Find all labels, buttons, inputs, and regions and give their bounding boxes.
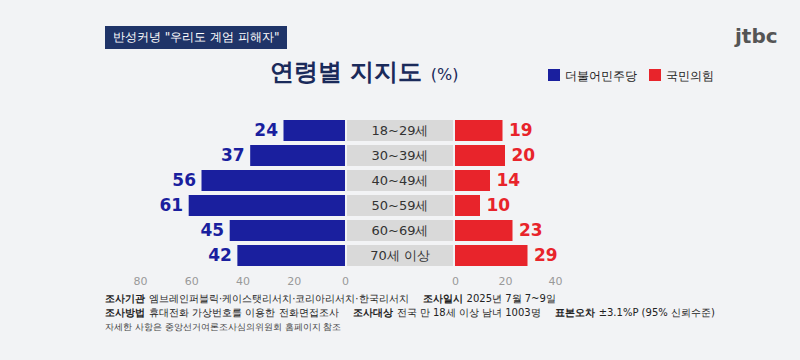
svg-text:42: 42 <box>208 245 232 265</box>
html-text:조사대상 전국 만 18세 이상 남녀 1003명: 조사대상 전국 만 18세 이상 남녀 1003명 <box>352 307 541 318</box>
svg-text:24: 24 <box>254 120 278 140</box>
svg-text:37: 37 <box>221 145 245 165</box>
svg-text:10: 10 <box>487 195 511 215</box>
html-text:18~29세: 18~29세 <box>371 122 429 138</box>
svg-text:20: 20 <box>287 275 301 288</box>
html-text:조사방법: 조사방법 <box>105 307 145 318</box>
html-text:표본오차 ±3.1%P (95% 신뢰수준): 표본오차 ±3.1%P (95% 신뢰수준) <box>554 307 715 318</box>
html-text:조사일시 2025년 7월 7~9일: 조사일시 2025년 7월 7~9일 <box>422 293 556 304</box>
svg-text:0: 0 <box>342 275 349 288</box>
html-text:휴대전화 가상번호를 이용한 전화면접조사: 휴대전화 가상번호를 이용한 전화면접조사 <box>149 307 339 318</box>
svg-text:45: 45 <box>201 220 225 240</box>
svg-text:20: 20 <box>499 275 513 288</box>
html-text:70세 이상: 70세 이상 <box>370 247 430 263</box>
html-text:조사기관: 조사기관 <box>105 293 145 304</box>
svg-text:0: 0 <box>452 275 459 288</box>
html-text:더불어민주당: 더불어민주당 <box>565 69 637 83</box>
svg-text:80: 80 <box>134 275 148 288</box>
html-text:연령별 지지도(%): 연령별 지지도(%) <box>270 58 459 86</box>
svg-text:61: 61 <box>160 195 184 215</box>
svg-text:29: 29 <box>534 245 558 265</box>
svg-text:23: 23 <box>519 220 543 240</box>
html-text:반성커녕 "우리도 계엄 피해자": 반성커녕 "우리도 계엄 피해자" <box>113 30 280 44</box>
html-text:엠브레인퍼블릭·케이스탯리서치·코리아리서치·한국리서치: 엠브레인퍼블릭·케이스탯리서치·코리아리서치·한국리서치 <box>149 293 409 304</box>
html-text:50~59세: 50~59세 <box>371 197 429 213</box>
html-text:60~69세: 60~69세 <box>371 222 429 238</box>
html-text:국민의힘: 국민의힘 <box>666 69 714 83</box>
html-text:자세한 사항은 중앙선거여론조사심의위원회 홈페이지 참조: 자세한 사항은 중앙선거여론조사심의위원회 홈페이지 참조 <box>105 322 342 332</box>
html-text:40~49세: 40~49세 <box>371 172 429 188</box>
svg-text:40: 40 <box>549 275 563 288</box>
html-text:jtbc: jtbc <box>735 24 778 48</box>
svg-text:56: 56 <box>172 170 196 190</box>
svg-text:19: 19 <box>509 120 533 140</box>
svg-text:40: 40 <box>236 275 250 288</box>
svg-text:14: 14 <box>497 170 521 190</box>
html-text:30~39세: 30~39세 <box>371 147 429 163</box>
svg-text:60: 60 <box>185 275 199 288</box>
svg-text:20: 20 <box>512 145 536 165</box>
